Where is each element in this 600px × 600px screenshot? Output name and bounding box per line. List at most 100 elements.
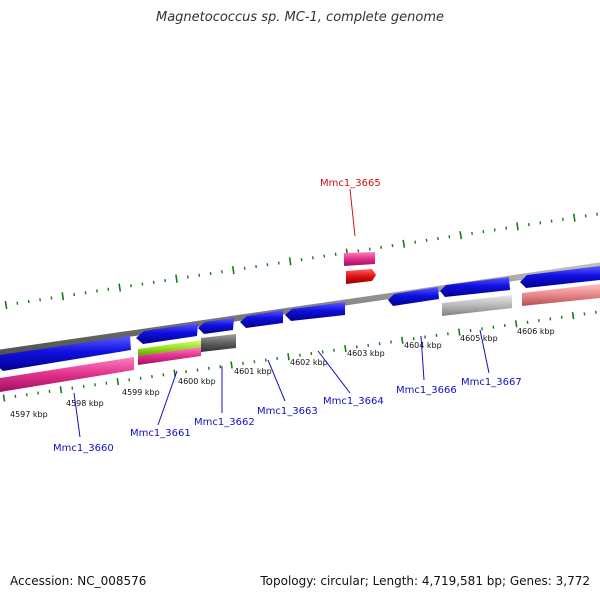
minor-tick xyxy=(151,374,153,379)
minor-tick xyxy=(539,221,542,225)
major-tick xyxy=(344,344,347,353)
cds-arrow-mmc1-3664 xyxy=(285,302,345,321)
kbp-label: 4599 kbp xyxy=(122,388,160,397)
major-tick xyxy=(231,265,235,275)
rna-feature-pink xyxy=(0,357,134,392)
minor-tick xyxy=(84,291,87,295)
minor-tick xyxy=(186,275,189,279)
cds-row-reverse xyxy=(0,266,600,371)
major-tick xyxy=(175,274,178,283)
gene-label-mmc1-3664[interactable]: Mmc1_3664 xyxy=(323,396,384,407)
kbp-scale: 4597 kbp 4598 kbp 4599 kbp 4600 kbp 4601… xyxy=(10,327,555,419)
major-tick xyxy=(230,361,233,369)
cds-arrow-next xyxy=(520,266,600,288)
feature-dark-grey xyxy=(201,334,236,352)
minor-tick xyxy=(526,320,529,324)
outer-tick-ring xyxy=(4,212,598,310)
major-tick xyxy=(401,336,404,344)
minor-tick xyxy=(300,257,303,262)
gene-leader-lines xyxy=(73,188,490,438)
kbp-label: 4601 kbp xyxy=(234,367,272,376)
accession-text: Accession: NC_008576 xyxy=(10,574,147,588)
cds-arrow-mmc1-3661 xyxy=(136,323,198,344)
inner-tick-ring xyxy=(2,310,597,402)
kbp-label: 4603 kbp xyxy=(347,349,385,358)
gene-label-mmc1-3663[interactable]: Mmc1_3663 xyxy=(257,406,318,417)
major-tick xyxy=(459,231,463,240)
feature-row-secondary xyxy=(0,284,600,392)
major-tick xyxy=(2,394,6,402)
major-tick xyxy=(59,386,63,394)
kbp-label: 4604 kbp xyxy=(404,341,442,350)
gene-label-mmc1-3660[interactable]: Mmc1_3660 xyxy=(53,443,114,454)
kbp-label: 4600 kbp xyxy=(178,377,216,386)
minor-tick xyxy=(276,356,279,361)
map-title: Magnetococcus sp. MC-1, complete genome xyxy=(155,10,445,25)
major-tick xyxy=(514,320,518,328)
minor-tick xyxy=(207,366,210,370)
major-tick xyxy=(516,222,519,231)
cds-arrow-mmc1-3660 xyxy=(0,336,131,371)
kbp-label: 4597 kbp xyxy=(10,410,48,419)
kbp-label: 4606 kbp xyxy=(517,327,555,336)
minor-tick xyxy=(437,236,439,241)
minor-tick xyxy=(152,280,155,284)
gene-label-mmc1-3661[interactable]: Mmc1_3661 xyxy=(130,428,191,439)
gene-label-mmc1-3665[interactable]: Mmc1_3665 xyxy=(320,178,381,189)
minor-tick xyxy=(94,383,96,387)
feature-pink-small xyxy=(138,347,201,365)
minor-tick xyxy=(527,222,530,227)
major-tick xyxy=(4,300,8,310)
minor-tick xyxy=(50,296,53,300)
minor-tick xyxy=(562,217,564,222)
minor-tick xyxy=(27,299,30,304)
major-tick xyxy=(116,377,120,386)
gene-label-mmc1-3662[interactable]: Mmc1_3662 xyxy=(194,417,255,428)
cds-arrow-mmc1-3662 xyxy=(198,318,234,334)
gene-mmc1-3665-feature xyxy=(344,252,376,284)
minor-tick xyxy=(425,238,428,242)
major-tick xyxy=(288,257,292,266)
minor-tick xyxy=(16,301,19,305)
minor-tick xyxy=(368,247,371,251)
minor-tick xyxy=(323,254,326,258)
minor-tick xyxy=(25,393,28,397)
minor-tick xyxy=(221,270,223,274)
minor-tick xyxy=(471,231,473,235)
cds-arrow-mmc1-3666 xyxy=(388,287,439,306)
cds-arrow-mmc1-3667 xyxy=(440,277,510,297)
minor-tick xyxy=(130,284,132,288)
minor-tick xyxy=(505,226,508,230)
gene-label-mmc1-3666[interactable]: Mmc1_3666 xyxy=(396,385,457,396)
feature-lime xyxy=(138,340,201,356)
minor-tick xyxy=(583,312,586,316)
major-tick xyxy=(287,353,290,361)
minor-tick xyxy=(334,252,337,256)
minor-tick xyxy=(357,249,360,253)
major-tick xyxy=(458,328,461,336)
minor-tick xyxy=(37,391,40,395)
minor-tick xyxy=(391,243,394,248)
minor-tick xyxy=(219,365,222,369)
major-tick xyxy=(571,311,575,320)
kbp-label: 4602 kbp xyxy=(290,358,328,367)
minor-tick xyxy=(266,263,269,267)
gene-labels: Mmc1_3665 Mmc1_3660 Mmc1_3661 Mmc1_3662 … xyxy=(53,178,522,454)
gene-label-mmc1-3667[interactable]: Mmc1_3667 xyxy=(461,377,522,388)
pseudogene-grey xyxy=(442,295,512,316)
cds-arrow-mmc1-3663 xyxy=(240,310,283,328)
minor-tick xyxy=(596,212,598,216)
minor-tick xyxy=(96,289,98,293)
major-tick xyxy=(118,283,122,292)
minor-tick xyxy=(162,373,165,377)
major-tick xyxy=(402,239,406,248)
feature-salmon xyxy=(522,284,600,306)
kbp-label: 4598 kbp xyxy=(66,399,104,408)
kbp-label: 4605 kbp xyxy=(460,334,498,343)
minor-tick xyxy=(333,348,335,352)
minor-tick xyxy=(493,228,496,232)
genome-stats-text: Topology: circular; Length: 4,719,581 bp… xyxy=(260,574,590,588)
minor-tick xyxy=(164,278,167,283)
major-tick xyxy=(572,213,576,222)
